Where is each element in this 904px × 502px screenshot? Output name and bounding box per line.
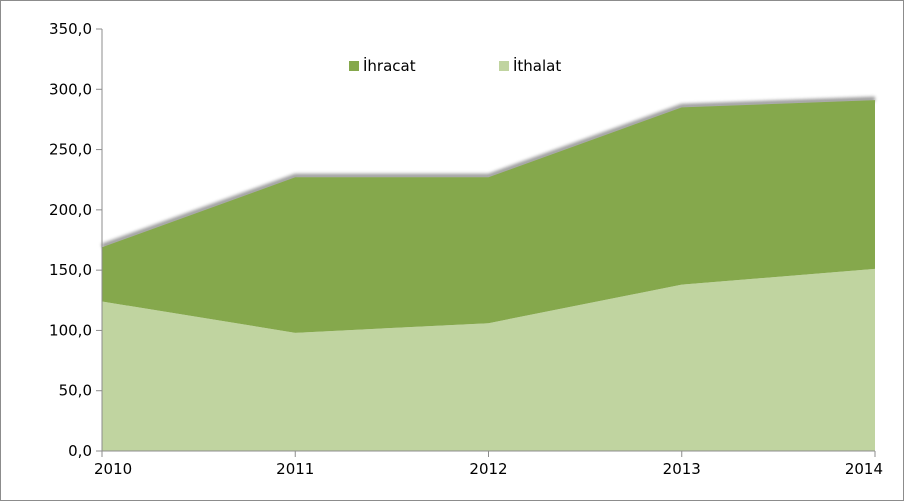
y-tick-label: 50,0	[59, 382, 92, 400]
legend: İhracat İthalat	[349, 56, 561, 75]
y-tick-label: 200,0	[49, 201, 92, 219]
area-series-1	[102, 268, 875, 451]
y-tick-label: 300,0	[49, 80, 92, 98]
x-tick-label: 2010	[94, 460, 132, 478]
area-top-shadow	[101, 96, 876, 249]
axes-layer: 0,0 50,0 100,0 150,0 200,0 250,0 300,0 350,0 201…	[49, 20, 883, 478]
x-tick-label: 2013	[663, 460, 701, 478]
x-tick-label: 2012	[469, 460, 507, 478]
legend-label: İhracat	[363, 56, 416, 75]
y-tick-label: 350,0	[49, 20, 92, 38]
x-tick-label: 2014	[845, 460, 883, 478]
x-tick-label: 2011	[276, 460, 314, 478]
areas-layer	[101, 96, 876, 451]
legend-swatch	[349, 61, 359, 71]
legend-label: İthalat	[513, 56, 561, 75]
area-series-2	[102, 100, 875, 333]
y-tick-label: 250,0	[49, 141, 92, 159]
legend-swatch	[499, 61, 509, 71]
y-tick-label: 0,0	[68, 442, 92, 460]
y-tick-label: 100,0	[49, 321, 92, 339]
y-tick-label: 150,0	[49, 261, 92, 279]
